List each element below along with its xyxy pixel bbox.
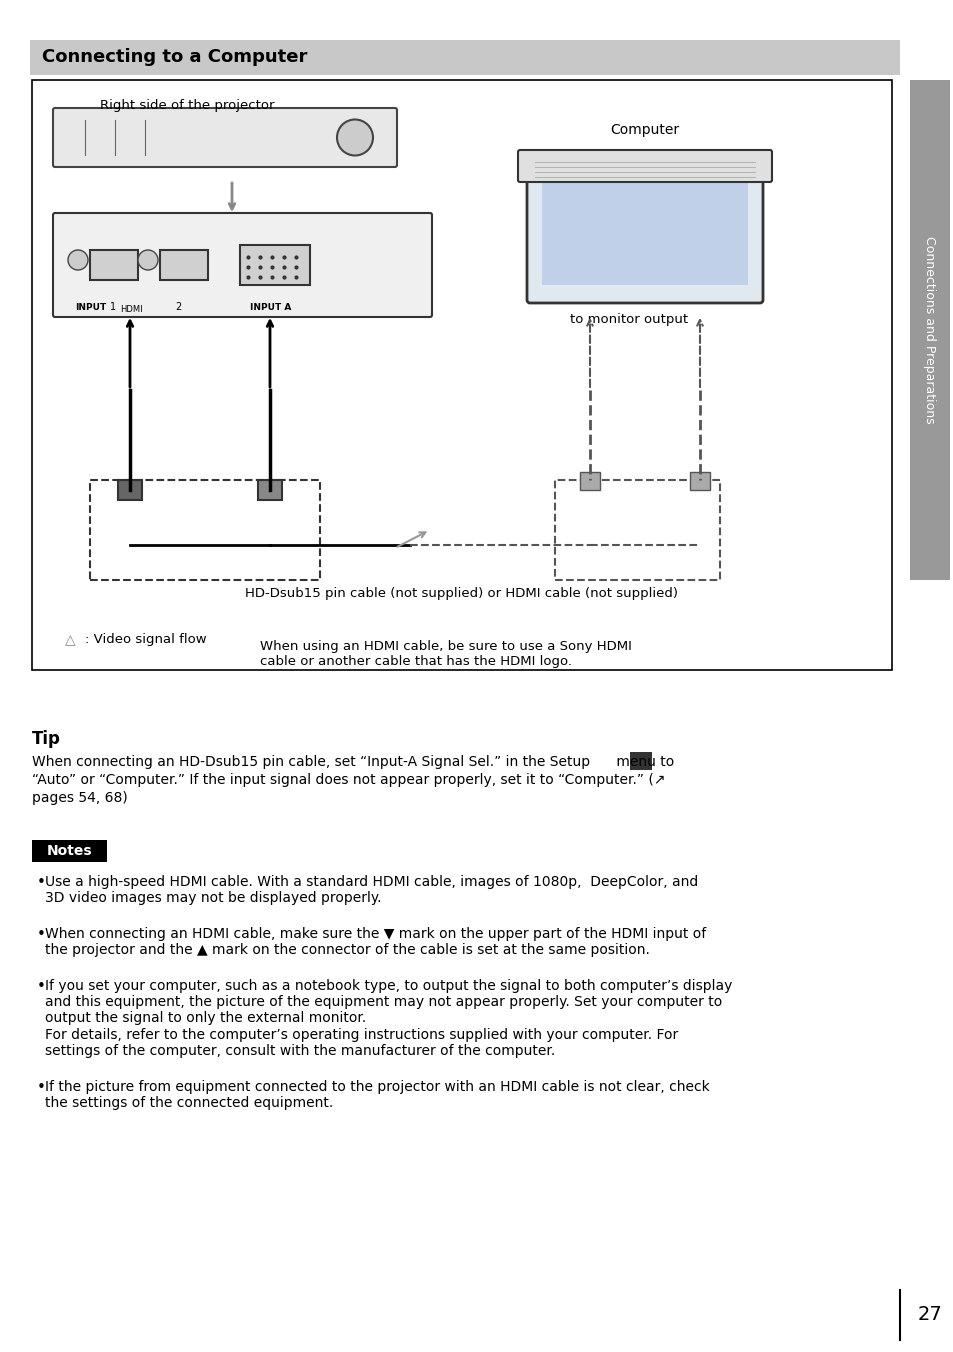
Bar: [30, 41, 899, 74]
Text: HDMI: HDMI: [120, 304, 143, 314]
Bar: [32, 80, 891, 671]
Bar: [90, 250, 138, 280]
Text: When connecting an HDMI cable, make sure the ▼ mark on the upper part of the HDM: When connecting an HDMI cable, make sure…: [45, 927, 705, 957]
Text: INPUT: INPUT: [75, 303, 106, 311]
Text: Connections and Preparations: Connections and Preparations: [923, 237, 936, 423]
Text: Computer: Computer: [610, 123, 679, 137]
Text: •: •: [37, 875, 46, 890]
Text: 1: 1: [110, 301, 116, 312]
FancyBboxPatch shape: [53, 108, 396, 168]
FancyBboxPatch shape: [517, 150, 771, 183]
Bar: [541, 178, 747, 285]
Bar: [629, 752, 651, 771]
Text: INPUT A: INPUT A: [250, 303, 291, 311]
Circle shape: [68, 250, 88, 270]
Bar: [118, 480, 142, 500]
Circle shape: [138, 250, 158, 270]
Text: Tip: Tip: [32, 730, 61, 748]
Text: When using an HDMI cable, be sure to use a Sony HDMI
cable or another cable that: When using an HDMI cable, be sure to use…: [260, 639, 631, 668]
Text: : Video signal flow: : Video signal flow: [85, 634, 207, 646]
Text: •: •: [37, 927, 46, 942]
Bar: [555, 480, 720, 580]
Text: •: •: [37, 1080, 46, 1095]
FancyBboxPatch shape: [53, 214, 432, 316]
Bar: [90, 480, 319, 580]
Circle shape: [336, 119, 373, 155]
Bar: [32, 840, 107, 863]
Text: When connecting an HD-Dsub15 pin cable, set “Input-A Signal Sel.” in the Setup  : When connecting an HD-Dsub15 pin cable, …: [32, 754, 674, 769]
Text: 2: 2: [174, 301, 181, 312]
Bar: [909, 80, 949, 580]
Bar: [689, 472, 709, 489]
Text: If you set your computer, such as a notebook type, to output the signal to both : If you set your computer, such as a note…: [45, 979, 732, 1057]
FancyBboxPatch shape: [526, 168, 762, 303]
Bar: [257, 480, 282, 500]
Text: Connecting to a Computer: Connecting to a Computer: [42, 49, 307, 66]
Text: Right side of the projector: Right side of the projector: [100, 99, 274, 111]
Bar: [160, 250, 208, 280]
Text: 27: 27: [917, 1306, 942, 1325]
Text: Notes: Notes: [47, 844, 92, 859]
Bar: [240, 245, 310, 285]
Text: •: •: [37, 979, 46, 994]
Text: Use a high-speed HDMI cable. With a standard HDMI cable, images of 1080p,  DeepC: Use a high-speed HDMI cable. With a stan…: [45, 875, 698, 906]
Bar: [579, 472, 599, 489]
Text: to monitor output: to monitor output: [569, 314, 687, 326]
Text: “Auto” or “Computer.” If the input signal does not appear properly, set it to “C: “Auto” or “Computer.” If the input signa…: [32, 773, 665, 787]
Text: pages 54, 68): pages 54, 68): [32, 791, 128, 804]
Text: If the picture from equipment connected to the projector with an HDMI cable is n: If the picture from equipment connected …: [45, 1080, 709, 1110]
Text: HD-Dsub15 pin cable (not supplied) or HDMI cable (not supplied): HD-Dsub15 pin cable (not supplied) or HD…: [245, 587, 678, 599]
Text: △: △: [65, 633, 75, 648]
